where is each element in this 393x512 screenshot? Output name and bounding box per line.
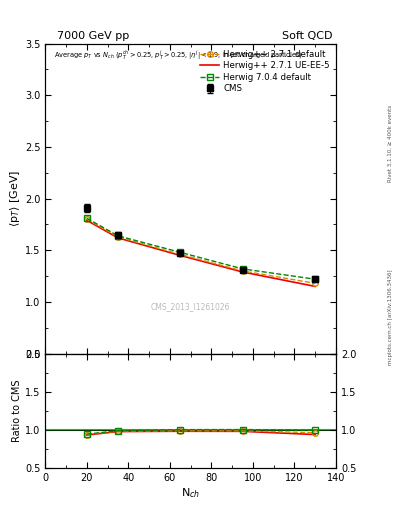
Herwig++ 2.7.1 default [313,280,318,286]
Herwig++ 2.7.1 UE-EE-5 [178,252,183,259]
Herwig 7.0.4 default [178,249,183,255]
Herwig++ 2.7.1 UE-EE-5 [313,283,318,289]
Line: Herwig++ 2.7.1 UE-EE-5: Herwig++ 2.7.1 UE-EE-5 [87,220,315,286]
Text: Average $p_T$ vs $N_{ch}$ ($p_T^{ch}>$0.25, $p_T^j>$0.25, $|\eta^j|<$1.9, in-jet: Average $p_T$ vs $N_{ch}$ ($p_T^{ch}>$0.… [54,48,303,62]
Herwig 7.0.4 default [313,276,318,282]
Text: Soft QCD: Soft QCD [282,31,332,41]
Herwig++ 2.7.1 UE-EE-5 [240,269,245,275]
Text: mcplots.cern.ch [arXiv:1306.3436]: mcplots.cern.ch [arXiv:1306.3436] [388,270,393,365]
Line: Herwig++ 2.7.1 default: Herwig++ 2.7.1 default [84,217,318,286]
Text: Rivet 3.1.10, ≥ 400k events: Rivet 3.1.10, ≥ 400k events [388,105,393,182]
Y-axis label: Ratio to CMS: Ratio to CMS [12,380,22,442]
Herwig++ 2.7.1 default [240,268,245,274]
Text: 7000 GeV pp: 7000 GeV pp [57,31,129,41]
X-axis label: N$_{ch}$: N$_{ch}$ [181,486,200,500]
Herwig++ 2.7.1 default [178,251,183,258]
Herwig 7.0.4 default [84,215,89,221]
Herwig++ 2.7.1 default [116,234,120,240]
Text: CMS_2013_I1261026: CMS_2013_I1261026 [151,303,230,312]
Legend: Herwig++ 2.7.1 default, Herwig++ 2.7.1 UE-EE-5, Herwig 7.0.4 default, CMS: Herwig++ 2.7.1 default, Herwig++ 2.7.1 U… [198,48,332,95]
Line: Herwig 7.0.4 default: Herwig 7.0.4 default [84,216,318,282]
Herwig++ 2.7.1 UE-EE-5 [116,235,120,241]
Herwig 7.0.4 default [240,266,245,272]
Herwig 7.0.4 default [116,233,120,239]
Herwig++ 2.7.1 UE-EE-5 [84,217,89,223]
Y-axis label: ⟨p$_T$⟩ [GeV]: ⟨p$_T$⟩ [GeV] [8,170,22,227]
Herwig++ 2.7.1 default [84,216,89,222]
